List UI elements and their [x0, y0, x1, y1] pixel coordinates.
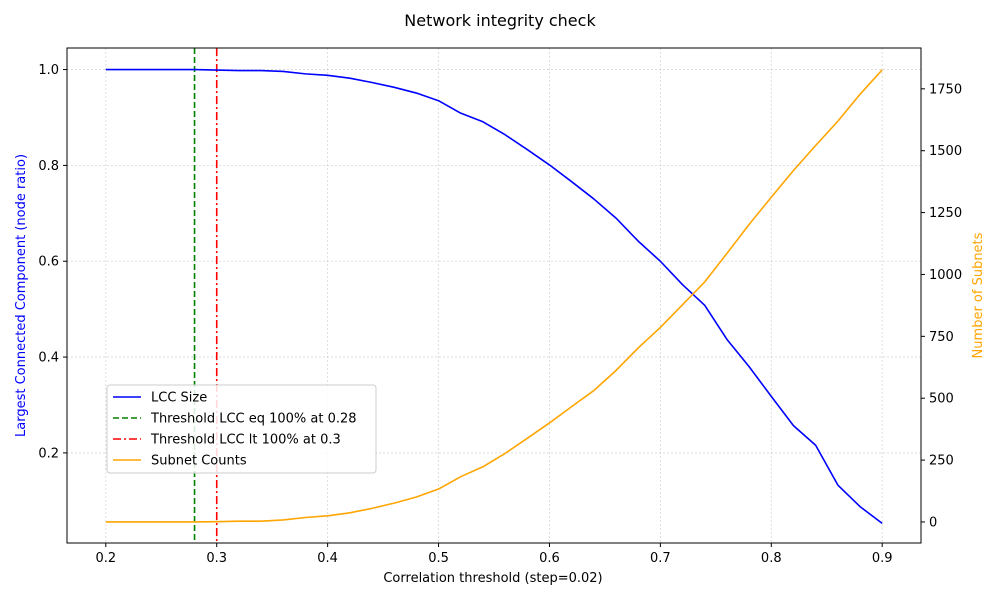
lcc-size-line — [105, 68, 883, 524]
y-right-axis-label: Number of Subnets — [971, 232, 986, 358]
x-tick-label: 0.8 — [761, 551, 782, 566]
chart-title: Network integrity check — [404, 11, 596, 30]
x-axis-label: Correlation threshold (step=0.02) — [383, 571, 602, 586]
legend-label: Subnet Counts — [151, 454, 247, 469]
y-right-tick-label: 1250 — [929, 206, 962, 221]
legend-item-subnet-counts: Subnet Counts — [113, 454, 247, 469]
legend-item-lcc-size: LCC Size — [113, 391, 207, 406]
legend-item-threshold-lt: Threshold LCC lt 100% at 0.3 — [113, 433, 341, 448]
plot-frame — [66, 47, 922, 544]
subnet-counts-line — [105, 69, 883, 523]
legend-label: LCC Size — [151, 391, 207, 406]
y-right-axis: 0 250 500 750 1000 1250 1500 1750 — [921, 82, 962, 530]
y-left-axis: 0.2 0.4 0.6 0.8 1.0 — [38, 63, 67, 461]
legend-label: Threshold LCC lt 100% at 0.3 — [150, 433, 341, 448]
x-tick-label: 0.9 — [872, 551, 893, 566]
y-right-tick-label: 1750 — [929, 82, 962, 97]
x-tick-label: 0.3 — [206, 551, 227, 566]
x-tick-label: 0.7 — [650, 551, 671, 566]
x-tick-label: 0.2 — [95, 551, 116, 566]
y-left-tick-label: 0.8 — [38, 159, 59, 174]
y-right-tick-label: 0 — [929, 515, 937, 530]
x-tick-label: 0.6 — [539, 551, 560, 566]
y-left-tick-label: 1.0 — [38, 63, 59, 78]
y-left-tick-label: 0.4 — [38, 351, 59, 366]
y-right-tick-label: 500 — [929, 392, 954, 407]
x-axis: 0.2 0.3 0.4 0.5 0.6 0.7 0.8 0.9 — [95, 543, 893, 566]
y-right-tick-label: 1500 — [929, 144, 962, 159]
legend-box — [106, 384, 377, 474]
y-right-tick-label: 250 — [929, 454, 954, 469]
y-right-tick-label: 1000 — [929, 268, 962, 283]
series-layer — [105, 68, 883, 524]
legend-item-threshold-eq: Threshold LCC eq 100% at 0.28 — [113, 412, 357, 427]
x-tick-label: 0.4 — [317, 551, 338, 566]
x-tick-label: 0.5 — [428, 551, 449, 566]
legend-label: Threshold LCC eq 100% at 0.28 — [150, 412, 357, 427]
y-right-tick-label: 750 — [929, 330, 954, 345]
legend: LCC Size Threshold LCC eq 100% at 0.28 Thr… — [106, 384, 377, 474]
y-left-tick-label: 0.6 — [38, 255, 59, 270]
y-left-axis-label: Largest Connected Component (node ratio) — [14, 154, 29, 437]
y-left-tick-label: 0.2 — [38, 446, 59, 461]
